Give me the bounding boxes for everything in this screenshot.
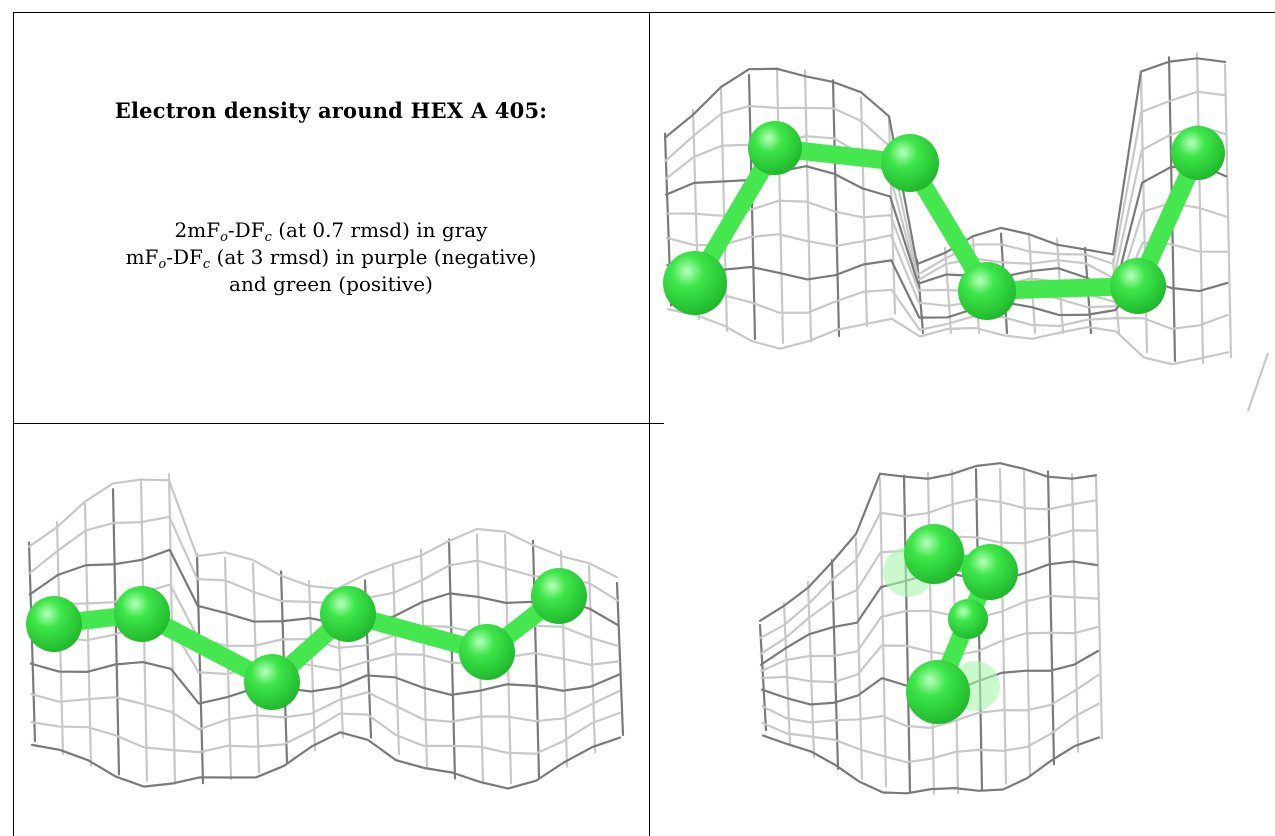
mesh-line [1046,470,1056,766]
mesh-line [28,515,619,605]
mesh-line [666,308,1230,366]
atom [459,624,515,680]
map-legend: 2mFo-DFc (at 0.7 rmsd) in gray mFo-DFc (… [14,217,648,298]
atom [320,586,376,642]
mesh-line [859,96,869,328]
mesh-line [902,474,912,793]
mesh-line [27,541,37,743]
caption-cell: Electron density around HEX A 405: 2mFo-… [14,13,648,422]
density-mesh-svg [26,473,625,790]
atom [1110,258,1166,314]
mesh-line [665,199,1228,303]
table-border-left [13,12,14,836]
mesh-line [29,660,620,705]
density-mesh-svg [663,52,1270,412]
density-mesh-svg [758,462,1104,795]
atom [244,654,300,710]
mesh-line [531,539,541,779]
atom [26,596,82,652]
atom [114,586,170,642]
atom [962,544,1018,600]
atom [748,121,802,175]
mesh-line [195,553,205,785]
mesh-line [30,689,621,731]
mesh-line [854,537,864,780]
mesh-line [782,602,792,746]
mesh-line [27,478,619,590]
table-divider-vertical [649,12,650,836]
mesh-line [915,258,925,335]
mesh-line [1223,63,1233,359]
atom [663,251,727,315]
table-divider-horizontal [13,423,664,424]
mesh-line [1246,352,1270,412]
atom [948,599,988,639]
mesh-line [775,67,785,344]
mesh-line [761,734,1101,795]
mesh-line [760,626,1099,684]
legend-line-positive: and green (positive) [229,272,433,296]
table-border-top [13,12,1275,13]
atom [904,524,964,584]
caption-title: Electron density around HEX A 405: [114,98,548,123]
mesh-line [1022,468,1032,777]
mesh-line [830,559,840,770]
mesh-line [747,73,757,341]
mesh-line [663,57,1227,266]
density-view-bottom-right [650,424,1275,836]
density-view-top-right [650,13,1275,423]
mesh-line [761,673,1100,729]
mesh-line [803,69,813,343]
legend-line-fo-fc: mFo-DFc (at 3 rmsd) in purple (negative) [125,245,537,272]
mesh-line [760,594,1099,673]
mesh-line [831,79,841,338]
mesh-line [419,548,429,770]
atom [881,134,939,192]
mesh-line [758,462,1098,622]
density-view-bottom-left [14,424,649,836]
atom [958,262,1016,320]
mesh-line [806,580,816,759]
mesh-line [111,488,121,776]
mesh-line [759,497,1098,640]
mesh-line [1094,475,1104,740]
mesh-line [30,711,621,755]
atom [1171,126,1225,180]
mesh-line [664,90,1227,276]
mesh-line [878,477,888,788]
mesh-line [83,502,93,767]
mesh-line [998,467,1008,785]
mesh-line [587,564,597,754]
atom [531,568,587,624]
mesh-line [761,702,1100,764]
atom [906,660,970,724]
legend-line-2fo-fc: 2mFo-DFc (at 0.7 rmsd) in gray [174,218,488,245]
mesh-line [1070,472,1080,753]
mesh-line [447,538,457,780]
mesh-line [666,288,1229,331]
mesh-line [926,471,936,795]
mesh-line [391,562,401,756]
mesh-line [30,731,622,790]
mesh-line [615,581,625,737]
